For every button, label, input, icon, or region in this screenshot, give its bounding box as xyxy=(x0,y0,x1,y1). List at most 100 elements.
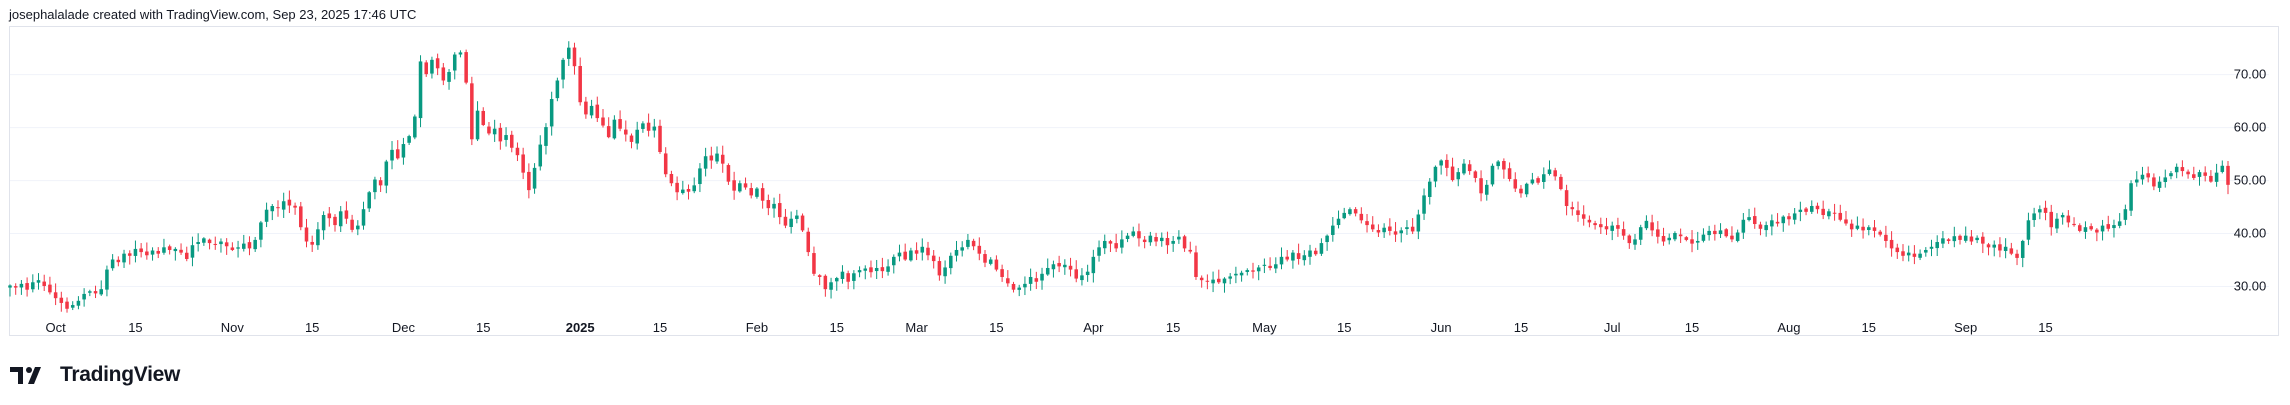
candle-body xyxy=(105,269,109,290)
candle-body xyxy=(1650,222,1654,231)
candle-body xyxy=(82,293,86,300)
candle xyxy=(1308,244,1312,265)
candle xyxy=(1006,270,1010,287)
candle-body xyxy=(1838,212,1843,220)
x-tick-label: 15 xyxy=(2038,320,2052,335)
candle xyxy=(988,257,993,266)
candle-body xyxy=(692,185,696,192)
candle xyxy=(167,244,172,255)
candle xyxy=(1154,232,1158,247)
candle xyxy=(1342,207,1346,220)
candle xyxy=(1838,204,1843,222)
candle xyxy=(2152,173,2156,191)
candle xyxy=(1804,207,1808,216)
candle-body xyxy=(1439,160,1443,166)
candle-body xyxy=(1291,252,1295,261)
candle xyxy=(1228,273,1232,285)
candle xyxy=(367,190,371,212)
candle xyxy=(914,242,919,261)
candle-body xyxy=(1536,178,1540,183)
candle xyxy=(48,276,52,295)
candle-body xyxy=(1177,236,1181,240)
candle xyxy=(658,119,662,154)
candle-body xyxy=(618,119,622,129)
candle-body xyxy=(857,270,862,273)
candle xyxy=(817,274,822,286)
candle xyxy=(1992,240,1996,257)
candle xyxy=(703,147,708,177)
x-tick-label: Oct xyxy=(45,320,66,335)
candle xyxy=(1023,276,1027,296)
candle-body xyxy=(1450,166,1455,181)
candle-body xyxy=(2169,173,2173,177)
candle-body xyxy=(1986,244,1991,248)
candle xyxy=(1701,228,1706,243)
candle-body xyxy=(800,215,805,231)
candle-body xyxy=(675,182,679,193)
candle xyxy=(2157,176,2162,192)
candle xyxy=(1382,223,1386,238)
candle-body xyxy=(407,136,411,143)
candle-body xyxy=(1040,273,1044,281)
candle-body xyxy=(356,225,360,230)
candle xyxy=(1473,170,1478,183)
candle xyxy=(755,187,759,199)
candle xyxy=(544,123,548,155)
candle-body xyxy=(1359,213,1364,221)
candle-body xyxy=(1644,220,1649,229)
candle xyxy=(145,242,149,260)
candle xyxy=(82,288,86,307)
candlestick-chart[interactable]: 30.00 40.00 50.00 60.00 70.00 Oct 15 Nov 15 Dec 1… xyxy=(0,0,2290,360)
candle xyxy=(2214,163,2219,187)
candle-body xyxy=(139,248,143,253)
candle xyxy=(344,201,349,224)
candle xyxy=(196,233,200,252)
candle xyxy=(1091,249,1096,283)
candle xyxy=(338,206,343,233)
candle xyxy=(2095,228,2099,242)
candle xyxy=(1399,227,1404,243)
candle-body xyxy=(150,250,155,255)
candle-body xyxy=(874,267,879,272)
candle-body xyxy=(1946,239,1951,241)
candle-body xyxy=(1821,208,1825,216)
candle xyxy=(983,250,987,268)
candle-body xyxy=(1388,226,1392,231)
candle xyxy=(1285,250,1289,262)
candle-body xyxy=(367,192,371,209)
candle-body xyxy=(1570,207,1575,210)
candle-body xyxy=(1063,264,1067,268)
candle xyxy=(452,52,457,80)
candle xyxy=(2220,160,2225,174)
price-axis[interactable]: 30.00 40.00 50.00 60.00 70.00 xyxy=(2234,67,2267,294)
candle-body xyxy=(1085,271,1090,276)
candle xyxy=(2060,212,2065,225)
chart-area[interactable] xyxy=(9,26,2279,336)
candle-body xyxy=(2220,165,2225,172)
candle-body xyxy=(1690,239,1694,244)
candle xyxy=(224,238,229,255)
candle-body xyxy=(1342,212,1346,219)
candle xyxy=(1182,234,1187,252)
candle xyxy=(13,283,18,295)
candle-body xyxy=(430,59,434,74)
candle-body xyxy=(93,291,98,294)
candle xyxy=(1724,228,1729,238)
candle xyxy=(2100,219,2105,241)
candle xyxy=(2197,169,2202,186)
candle-body xyxy=(504,135,508,140)
candle-body xyxy=(1867,227,1871,230)
candle xyxy=(2186,169,2190,179)
candle xyxy=(1792,207,1797,225)
candle xyxy=(1427,178,1432,205)
candle-body xyxy=(584,101,588,115)
tradingview-logo[interactable]: TradingView xyxy=(10,362,180,388)
candle-body xyxy=(2174,166,2179,173)
candle xyxy=(435,53,440,76)
candle xyxy=(2163,169,2168,188)
candle xyxy=(2015,249,2019,266)
time-axis[interactable]: Oct 15 Nov 15 Dec 15 2025 15 Feb 15 Mar 15 Apr 15 May 1… xyxy=(45,320,2052,335)
candle xyxy=(1336,210,1341,229)
candle-body xyxy=(589,105,594,116)
candle-body xyxy=(395,149,400,159)
